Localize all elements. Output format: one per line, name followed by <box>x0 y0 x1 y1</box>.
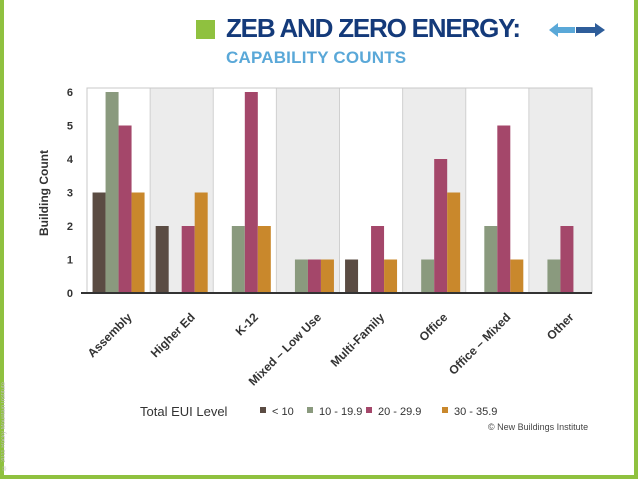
bar-office-mixed-2 <box>497 125 511 293</box>
y-tick-label-6: 6 <box>67 87 73 99</box>
bar-assembly-0 <box>92 192 106 293</box>
legend-title: Total EUI Level <box>140 404 228 419</box>
source-credit: © New Buildings Institute <box>488 422 588 432</box>
bar-office-2 <box>434 159 448 293</box>
bar-other-1 <box>547 259 561 293</box>
slide-subtitle: CAPABILITY COUNTS <box>226 48 407 67</box>
x-tick-label-6: Office – Mixed <box>446 310 513 377</box>
bar-higher-ed-0 <box>155 226 169 293</box>
legend-label-1: 10 - 19.9 <box>319 406 362 418</box>
bar-office-3 <box>447 192 461 293</box>
y-tick-label-1: 1 <box>67 255 73 267</box>
legend-swatch-0 <box>260 407 266 413</box>
y-tick-label-0: 0 <box>67 288 73 300</box>
x-tick-label-5: Office <box>416 310 450 344</box>
title-bullet-square <box>196 20 215 39</box>
bar-k-12-1 <box>231 226 245 293</box>
arrow-right-icon <box>576 23 605 37</box>
bars <box>92 92 574 293</box>
bar-assembly-2 <box>118 125 132 293</box>
bar-higher-ed-3 <box>194 192 208 293</box>
bar-mixed-low-use-2 <box>307 259 321 293</box>
bar-office-mixed-1 <box>484 226 498 293</box>
bar-mixed-low-use-3 <box>320 259 334 293</box>
slide-title: ZEB AND ZERO ENERGY: <box>226 13 521 43</box>
y-tick-label-4: 4 <box>67 154 74 166</box>
bar-multi-family-3 <box>384 259 398 293</box>
arrow-left-icon <box>549 23 575 37</box>
bar-multi-family-2 <box>371 226 385 293</box>
bar-multi-family-0 <box>345 259 359 293</box>
bar-mixed-low-use-1 <box>294 259 308 293</box>
bar-k-12-2 <box>244 92 258 293</box>
legend-swatch-3 <box>442 407 448 413</box>
frame-left-border <box>0 0 4 479</box>
legend-label-0: < 10 <box>272 406 294 418</box>
y-tick-label-5: 5 <box>67 121 73 133</box>
bar-assembly-3 <box>131 192 145 293</box>
legend-swatch-2 <box>366 407 372 413</box>
x-tick-label-2: K-12 <box>233 310 262 339</box>
y-tick-label-3: 3 <box>67 188 73 200</box>
y-tick-labels: 0 1 2 3 4 5 6 <box>67 87 74 300</box>
y-tick-label-2: 2 <box>67 221 73 233</box>
bar-other-2 <box>560 226 574 293</box>
legend-label-2: 20 - 29.9 <box>378 406 421 418</box>
legend-swatch-1 <box>307 407 313 413</box>
category-band-3 <box>276 88 340 293</box>
x-tick-label-0: Assembly <box>85 310 135 360</box>
frame-bottom-border <box>0 475 638 479</box>
y-axis-title: Building Count <box>37 150 51 236</box>
bar-k-12-3 <box>257 226 271 293</box>
axes <box>81 87 593 294</box>
legend-label-3: 30 - 35.9 <box>454 406 497 418</box>
x-tick-label-1: Higher Ed <box>148 310 198 360</box>
legend: < 10 10 - 19.9 20 - 29.9 30 - 35.9 <box>260 406 497 418</box>
bar-higher-ed-2 <box>181 226 195 293</box>
bar-assembly-1 <box>105 92 119 293</box>
bar-office-mixed-3 <box>510 259 524 293</box>
x-tick-label-7: Other <box>544 310 577 343</box>
x-tick-label-4: Multi-Family <box>328 310 388 370</box>
frame-right-border <box>634 0 638 479</box>
bar-office-1 <box>421 259 435 293</box>
